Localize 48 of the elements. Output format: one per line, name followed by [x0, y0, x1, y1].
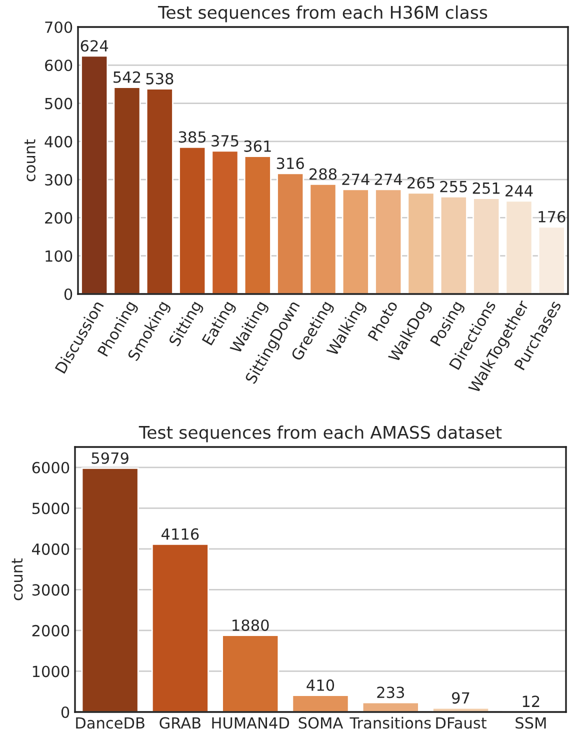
x-tick-label: Transitions [350, 716, 431, 729]
data-label: 97 [452, 692, 470, 704]
y-tick-label: 0 [61, 706, 70, 718]
data-label: 542 [114, 71, 140, 83]
data-label: 5979 [92, 452, 128, 464]
y-tick-label: 100 [46, 250, 72, 262]
data-label: 361 [244, 140, 271, 152]
data-label: 1880 [232, 619, 269, 632]
x-tick-label: SOMA [298, 717, 344, 729]
chart-title: Test sequences from each AMASS dataset [138, 425, 502, 442]
chart-title: Test sequences from each H36M class [158, 5, 488, 22]
y-tick-label: 700 [45, 21, 72, 34]
data-label: 316 [276, 158, 304, 170]
x-tick-label: DanceDB [76, 717, 144, 729]
y-tick-label: 300 [45, 174, 72, 186]
data-label: 265 [408, 177, 434, 189]
data-label: 4116 [162, 528, 199, 540]
x-tick-label: HUMAN4D [212, 717, 290, 729]
data-label: 274 [342, 174, 370, 185]
y-tick-label: 2000 [32, 624, 70, 636]
x-tick-label: DFaust [436, 717, 486, 729]
data-label: 624 [80, 40, 108, 52]
data-label: 176 [538, 210, 566, 223]
x-tick-label: GRAB [160, 717, 201, 729]
y-tick-label: 0 [64, 288, 72, 300]
data-label: 244 [506, 185, 533, 196]
y-tick-label: 400 [44, 136, 72, 148]
y-tick-label: 1000 [32, 666, 70, 678]
data-label: 385 [178, 131, 206, 143]
data-label: 274 [374, 174, 402, 185]
y-tick-label: 500 [45, 98, 72, 110]
y-tick-label: 200 [45, 212, 72, 224]
data-label: 538 [146, 72, 174, 84]
y-tick-label: 4000 [32, 543, 70, 555]
y-tick-label: 600 [45, 60, 72, 72]
y-axis-title: count [24, 139, 36, 182]
y-tick-label: 5000 [32, 502, 70, 514]
data-label: 251 [472, 182, 500, 194]
data-label: 288 [310, 168, 337, 180]
data-label: 12 [522, 696, 540, 707]
y-axis-title: count [12, 558, 23, 600]
data-label: 255 [440, 180, 467, 192]
data-label: 233 [377, 686, 404, 698]
y-tick-label: 6000 [32, 462, 70, 474]
x-tick-label: SSM [516, 717, 546, 729]
data-label: 375 [212, 135, 238, 147]
y-tick-label: 3000 [32, 584, 70, 596]
data-label: 410 [306, 679, 334, 691]
